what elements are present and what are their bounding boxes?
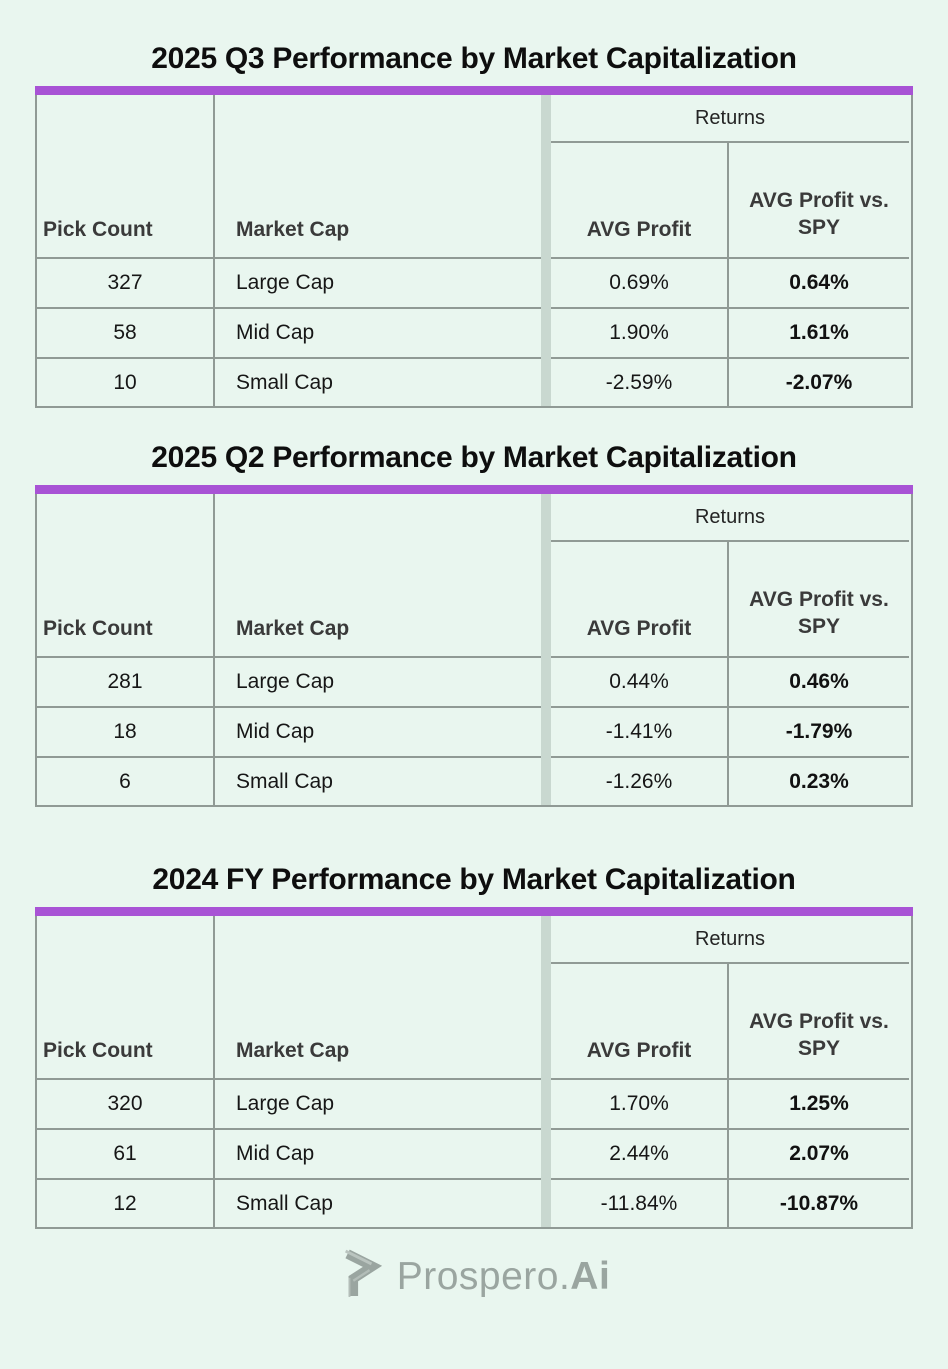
footer-brand: Prospero.Ai bbox=[0, 1245, 948, 1308]
cell-pick-count: 281 bbox=[37, 656, 215, 706]
performance-table-q3: Pick Count Market Cap Returns AVG Profit… bbox=[35, 86, 913, 408]
header-avg-profit-vs-spy: AVG Profit vs. SPY bbox=[727, 964, 909, 1078]
cell-market-cap: Mid Cap bbox=[215, 307, 541, 357]
table-grid: Pick Count Market Cap Returns AVG Profit… bbox=[35, 916, 913, 1229]
accent-bar bbox=[35, 86, 913, 95]
cell-avg-profit-vs-spy: 0.23% bbox=[727, 756, 909, 805]
cell-avg-profit-vs-spy: -10.87% bbox=[727, 1178, 909, 1227]
cell-pick-count: 12 bbox=[37, 1178, 215, 1227]
section-2025-q2: 2025 Q2 Performance by Market Capitaliza… bbox=[0, 436, 948, 807]
accent-bar bbox=[35, 485, 913, 494]
header-returns-group: Returns bbox=[551, 95, 909, 143]
header-avg-profit-vs-spy: AVG Profit vs. SPY bbox=[727, 542, 909, 656]
cell-pick-count: 61 bbox=[37, 1128, 215, 1178]
cell-avg-profit: 1.70% bbox=[551, 1078, 727, 1128]
header-market-cap: Market Cap bbox=[236, 218, 350, 241]
cell-pick-count: 320 bbox=[37, 1078, 215, 1128]
section-2024-fy: 2024 FY Performance by Market Capitaliza… bbox=[0, 858, 948, 1229]
header-pick-count: Pick Count bbox=[37, 494, 215, 656]
cell-market-cap: Mid Cap bbox=[215, 706, 541, 756]
header-returns-group: Returns bbox=[551, 494, 909, 542]
table-title-q2: 2025 Q2 Performance by Market Capitaliza… bbox=[151, 441, 797, 474]
table-grid: Pick Count Market Cap Returns AVG Profit… bbox=[35, 494, 913, 807]
cell-avg-profit: -2.59% bbox=[551, 357, 727, 406]
accent-bar bbox=[35, 907, 913, 916]
cell-avg-profit-vs-spy: 1.25% bbox=[727, 1078, 909, 1128]
brand-suffix: Ai bbox=[570, 1254, 611, 1298]
column-separator bbox=[541, 95, 551, 406]
header-market-cap: Market Cap bbox=[236, 617, 350, 640]
column-separator bbox=[541, 916, 551, 1227]
header-pick-count: Pick Count bbox=[37, 95, 215, 257]
column-separator bbox=[541, 494, 551, 805]
header-avg-profit: AVG Profit bbox=[586, 617, 692, 640]
header-avg-profit: AVG Profit bbox=[586, 218, 692, 241]
cell-avg-profit: -1.26% bbox=[551, 756, 727, 805]
section-2025-q3: 2025 Q3 Performance by Market Capitaliza… bbox=[0, 37, 948, 408]
cell-market-cap: Large Cap bbox=[215, 1078, 541, 1128]
cell-market-cap: Small Cap bbox=[215, 1178, 541, 1227]
cell-avg-profit: 2.44% bbox=[551, 1128, 727, 1178]
cell-avg-profit-vs-spy: -2.07% bbox=[727, 357, 909, 406]
cell-pick-count: 6 bbox=[37, 756, 215, 805]
cell-market-cap: Mid Cap bbox=[215, 1128, 541, 1178]
cell-avg-profit-vs-spy: 2.07% bbox=[727, 1128, 909, 1178]
brand-name: Prospero. bbox=[396, 1254, 571, 1298]
cell-avg-profit: 0.44% bbox=[551, 656, 727, 706]
cell-market-cap: Large Cap bbox=[215, 656, 541, 706]
header-pick-count: Pick Count bbox=[37, 916, 215, 1078]
table-title-fy: 2024 FY Performance by Market Capitaliza… bbox=[152, 863, 796, 896]
header-avg-profit-vs-spy: AVG Profit vs. SPY bbox=[727, 143, 909, 257]
cell-avg-profit: -11.84% bbox=[551, 1178, 727, 1227]
cell-avg-profit-vs-spy: 0.46% bbox=[727, 656, 909, 706]
cell-market-cap: Small Cap bbox=[215, 756, 541, 805]
header-avg-profit: AVG Profit bbox=[586, 1039, 692, 1062]
prospero-logo-icon bbox=[338, 1245, 382, 1308]
cell-avg-profit: -1.41% bbox=[551, 706, 727, 756]
cell-market-cap: Large Cap bbox=[215, 257, 541, 307]
header-market-cap: Market Cap bbox=[236, 1039, 350, 1062]
cell-avg-profit: 1.90% bbox=[551, 307, 727, 357]
cell-pick-count: 18 bbox=[37, 706, 215, 756]
performance-table-q2: Pick Count Market Cap Returns AVG Profit… bbox=[35, 485, 913, 807]
table-grid: Pick Count Market Cap Returns AVG Profit… bbox=[35, 95, 913, 408]
brand-wordmark: Prospero.Ai bbox=[397, 1255, 611, 1299]
cell-avg-profit-vs-spy: -1.79% bbox=[727, 706, 909, 756]
header-returns-group: Returns bbox=[551, 916, 909, 964]
cell-avg-profit-vs-spy: 1.61% bbox=[727, 307, 909, 357]
cell-pick-count: 10 bbox=[37, 357, 215, 406]
performance-table-fy: Pick Count Market Cap Returns AVG Profit… bbox=[35, 907, 913, 1229]
cell-market-cap: Small Cap bbox=[215, 357, 541, 406]
cell-avg-profit-vs-spy: 0.64% bbox=[727, 257, 909, 307]
cell-avg-profit: 0.69% bbox=[551, 257, 727, 307]
table-title-q3: 2025 Q3 Performance by Market Capitaliza… bbox=[151, 42, 797, 75]
cell-pick-count: 58 bbox=[37, 307, 215, 357]
cell-pick-count: 327 bbox=[37, 257, 215, 307]
